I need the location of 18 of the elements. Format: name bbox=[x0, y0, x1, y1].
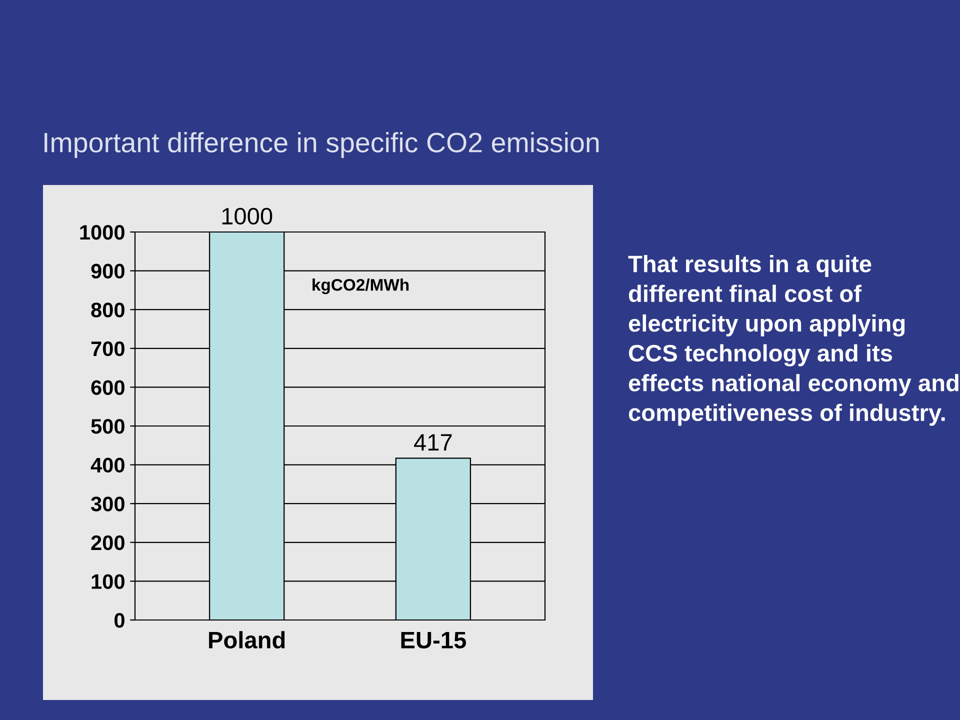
y-tick-label: 700 bbox=[91, 341, 124, 356]
y-tick-label: 400 bbox=[90, 458, 124, 473]
chart-title: Important difference in specific CO2 emission bbox=[44, 132, 599, 158]
annotation: kgCO2/MWh bbox=[312, 278, 409, 294]
y-tick-label: 0 bbox=[114, 613, 124, 628]
y-tick-label: 900 bbox=[91, 264, 124, 279]
data-label: 1000 bbox=[222, 208, 272, 225]
y-tick-label: 300 bbox=[91, 496, 124, 512]
text: That results in a quite different final cost of electricity upon applying CCS technology and its effects national economy and competitiveness of industry. bbox=[628, 255, 958, 426]
y-tick-label: 600 bbox=[91, 380, 124, 395]
y-tick-label: 500 bbox=[91, 419, 124, 434]
y-tick-label: 1000 bbox=[80, 225, 124, 240]
y-tick-label: 800 bbox=[91, 302, 124, 318]
x-tick-label: Poland bbox=[209, 631, 285, 648]
data-label: 417 bbox=[414, 434, 452, 451]
y-tick-label: 200 bbox=[91, 535, 124, 550]
x-tick-label: EU-15 bbox=[401, 632, 466, 648]
y-tick-label: 100 bbox=[92, 574, 124, 589]
